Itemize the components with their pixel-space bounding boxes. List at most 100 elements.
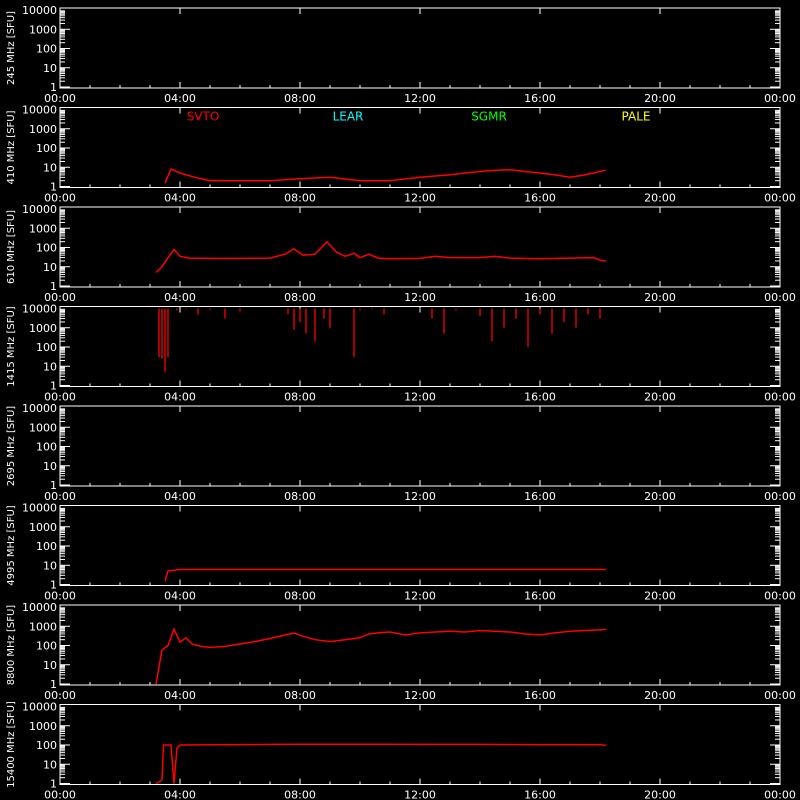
x-tick-label: 12:00 bbox=[404, 789, 436, 800]
y-tick-label: 10000 bbox=[22, 303, 57, 316]
panel-4: 1 10 100 1000 10000 00:00 04:00 08:00 12:00 16:00… bbox=[6, 303, 796, 404]
y-tick-label: 100 bbox=[36, 640, 57, 653]
y-axis-label: 1415 MHz [SFU] bbox=[6, 306, 17, 387]
x-tick-label: 16:00 bbox=[524, 590, 556, 603]
x-tick-label: 04:00 bbox=[164, 92, 196, 105]
x-tick-label: 20:00 bbox=[644, 490, 676, 503]
y-tick-label: 100 bbox=[36, 540, 57, 553]
y-tick-label: 1000 bbox=[29, 720, 57, 733]
y-tick-label: 10000 bbox=[22, 701, 57, 714]
x-tick-label: 08:00 bbox=[284, 92, 316, 105]
x-tick-label: 04:00 bbox=[164, 590, 196, 603]
panel-5: 1 10 100 1000 10000 00:00 04:00 08:00 12:00 16:00… bbox=[6, 402, 796, 503]
y-tick-label: 1000 bbox=[29, 620, 57, 633]
x-tick-label: 00:00 bbox=[764, 192, 796, 205]
series-line bbox=[164, 168, 607, 184]
x-tick-label: 00:00 bbox=[44, 92, 76, 105]
x-tick-label: 12:00 bbox=[404, 391, 436, 404]
y-tick-label: 1000 bbox=[29, 23, 57, 36]
x-tick-label: 08:00 bbox=[284, 391, 316, 404]
x-tick-label: 20:00 bbox=[644, 689, 676, 702]
y-tick-label: 10 bbox=[43, 460, 57, 473]
station-label-pale: PALE bbox=[622, 110, 651, 124]
panel-7: 1 10 100 1000 10000 00:00 04:00 08:00 12:00 16:00… bbox=[6, 601, 796, 702]
y-axis-label: 15400 MHz [SFU] bbox=[6, 701, 17, 788]
x-tick-label: 00:00 bbox=[764, 291, 796, 304]
y-tick-label: 10000 bbox=[22, 4, 57, 17]
y-tick-label: 10000 bbox=[22, 203, 57, 216]
x-tick-label: 12:00 bbox=[404, 490, 436, 503]
y-tick-label: 1 bbox=[50, 678, 57, 691]
x-tick-label: 00:00 bbox=[44, 391, 76, 404]
series-line bbox=[155, 627, 607, 685]
y-tick-label: 1000 bbox=[29, 322, 57, 335]
y-axis-label: 410 MHz [SFU] bbox=[6, 110, 17, 184]
y-tick-label: 1 bbox=[50, 479, 57, 492]
y-tick-label: 1 bbox=[50, 181, 57, 194]
y-tick-label: 1 bbox=[50, 579, 57, 592]
x-tick-label: 00:00 bbox=[764, 689, 796, 702]
y-tick-label: 1 bbox=[50, 280, 57, 293]
x-tick-label: 20:00 bbox=[644, 291, 676, 304]
x-tick-label: 08:00 bbox=[284, 291, 316, 304]
x-tick-label: 16:00 bbox=[524, 789, 556, 800]
x-tick-label: 04:00 bbox=[164, 490, 196, 503]
y-tick-label: 100 bbox=[36, 441, 57, 454]
x-tick-label: 16:00 bbox=[524, 689, 556, 702]
x-tick-label: 00:00 bbox=[44, 689, 76, 702]
y-axis-label: 8800 MHz [SFU] bbox=[6, 605, 17, 686]
series-line bbox=[155, 240, 607, 274]
x-tick-label: 20:00 bbox=[644, 789, 676, 800]
y-tick-label: 1000 bbox=[29, 521, 57, 534]
y-tick-label: 10 bbox=[43, 758, 57, 771]
y-tick-label: 100 bbox=[36, 43, 57, 56]
x-tick-label: 08:00 bbox=[284, 192, 316, 205]
x-tick-label: 04:00 bbox=[164, 192, 196, 205]
x-tick-label: 00:00 bbox=[764, 789, 796, 800]
y-tick-label: 100 bbox=[36, 242, 57, 255]
x-tick-label: 20:00 bbox=[644, 92, 676, 105]
x-tick-label: 12:00 bbox=[404, 689, 436, 702]
station-label-lear: LEAR bbox=[333, 110, 364, 124]
x-tick-label: 00:00 bbox=[44, 192, 76, 205]
x-tick-label: 12:00 bbox=[404, 192, 436, 205]
x-tick-label: 00:00 bbox=[44, 490, 76, 503]
x-tick-label: 04:00 bbox=[164, 291, 196, 304]
y-tick-label: 10 bbox=[43, 261, 57, 274]
x-tick-label: 20:00 bbox=[644, 192, 676, 205]
x-tick-label: 08:00 bbox=[284, 789, 316, 800]
x-tick-label: 04:00 bbox=[164, 789, 196, 800]
x-tick-label: 16:00 bbox=[524, 391, 556, 404]
panel-8: 1 10 100 1000 10000 00:00 04:00 08:00 12:00 16:00… bbox=[6, 701, 796, 800]
y-tick-label: 10000 bbox=[22, 502, 57, 515]
x-tick-label: 16:00 bbox=[524, 490, 556, 503]
plot-frame bbox=[59, 405, 781, 487]
y-tick-label: 10 bbox=[43, 62, 57, 75]
x-tick-label: 08:00 bbox=[284, 590, 316, 603]
x-tick-label: 00:00 bbox=[44, 789, 76, 800]
x-tick-label: 00:00 bbox=[764, 590, 796, 603]
y-tick-label: 100 bbox=[36, 142, 57, 155]
y-tick-label: 1 bbox=[50, 81, 57, 94]
x-tick-label: 04:00 bbox=[164, 391, 196, 404]
panel-1: 1 10 100 1000 10000 00:00 04:00 08:00 12:00 16:00… bbox=[6, 4, 796, 105]
x-tick-label: 08:00 bbox=[284, 490, 316, 503]
y-tick-label: 10000 bbox=[22, 402, 57, 415]
x-tick-label: 12:00 bbox=[404, 291, 436, 304]
y-tick-label: 1 bbox=[50, 380, 57, 393]
x-tick-label: 20:00 bbox=[644, 590, 676, 603]
y-tick-label: 10000 bbox=[22, 601, 57, 614]
y-tick-label: 100 bbox=[36, 739, 57, 752]
station-label-sgmr: SGMR bbox=[471, 110, 507, 124]
y-tick-label: 10 bbox=[43, 659, 57, 672]
y-tick-label: 1000 bbox=[29, 222, 57, 235]
panel-2: 1 10 100 1000 10000 00:00 04:00 08:00 12:00 16:00… bbox=[6, 104, 796, 205]
x-tick-label: 00:00 bbox=[764, 92, 796, 105]
x-tick-label: 16:00 bbox=[524, 192, 556, 205]
y-axis-label: 610 MHz [SFU] bbox=[6, 210, 17, 284]
x-tick-label: 20:00 bbox=[644, 391, 676, 404]
x-tick-label: 16:00 bbox=[524, 291, 556, 304]
y-axis-label: 4995 MHz [SFU] bbox=[6, 505, 17, 586]
plot-frame bbox=[59, 7, 781, 89]
